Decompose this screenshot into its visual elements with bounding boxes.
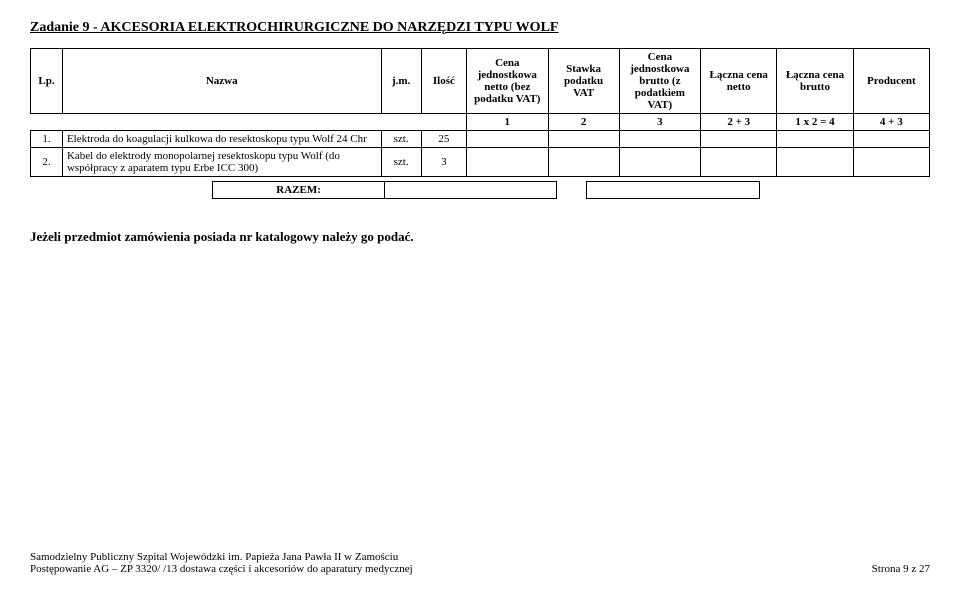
th-laczna-brutto: Łączna cena brutto: [777, 49, 853, 114]
cell-nazwa: Kabel do elektrody monopolarnej resektos…: [62, 148, 381, 177]
header-row: Lp. Nazwa j.m. Ilość Cena jednostkowa ne…: [31, 49, 930, 114]
cell-lbrutto: [777, 131, 853, 148]
formula-c2: 2: [548, 114, 619, 131]
task-title: Zadanie 9 - AKCESORIA ELEKTROCHIRURGICZN…: [30, 20, 930, 36]
footer-right: Strona 9 z 27: [872, 563, 930, 575]
formula-c1: 1: [467, 114, 548, 131]
razem-brutto: [587, 182, 759, 199]
th-lp: Lp.: [31, 49, 63, 114]
razem-label: RAZEM:: [213, 182, 385, 199]
spec-table: Lp. Nazwa j.m. Ilość Cena jednostkowa ne…: [30, 48, 930, 177]
catalog-note: Jeżeli przedmiot zamówienia posiada nr k…: [30, 229, 930, 245]
cell-prod: [853, 148, 929, 177]
cell-lnetto: [701, 131, 777, 148]
formula-row: 1 2 3 2 + 3 1 x 2 = 4 4 + 3: [31, 114, 930, 131]
cell-lbrutto: [777, 148, 853, 177]
cell-nazwa: Elektroda do koagulacji kulkowa do resek…: [62, 131, 381, 148]
table-row: 2. Kabel do elektrody monopolarnej resek…: [31, 148, 930, 177]
th-nazwa: Nazwa: [62, 49, 381, 114]
cell-ilosc: 25: [421, 131, 466, 148]
cell-cbrutto: [619, 148, 700, 177]
table-row: 1. Elektroda do koagulacji kulkowa do re…: [31, 131, 930, 148]
footer-line1: Samodzielny Publiczny Szpital Wojewódzki…: [30, 551, 930, 563]
cell-stawka: [548, 131, 619, 148]
th-stawka: Stawka podatku VAT: [548, 49, 619, 114]
footer-left: Postępowanie AG – ZP 3320/ /13 dostawa c…: [30, 563, 413, 575]
th-laczna-netto: Łączna cena netto: [701, 49, 777, 114]
cell-lp: 1.: [31, 131, 63, 148]
razem-wrap: RAZEM:: [30, 181, 930, 199]
cell-jm: szt.: [381, 131, 421, 148]
cell-lp: 2.: [31, 148, 63, 177]
razem-table: RAZEM:: [30, 181, 930, 199]
th-jm: j.m.: [381, 49, 421, 114]
cell-lnetto: [701, 148, 777, 177]
th-cena-brutto: Cena jednostkowa brutto (z podatkiem VAT…: [619, 49, 700, 114]
formula-c5: 1 x 2 = 4: [777, 114, 853, 131]
th-ilosc: Ilość: [421, 49, 466, 114]
footer: Samodzielny Publiczny Szpital Wojewódzki…: [30, 551, 930, 575]
th-producent: Producent: [853, 49, 929, 114]
formula-c6: 4 + 3: [853, 114, 929, 131]
cell-cnet: [467, 148, 548, 177]
formula-c3: 3: [619, 114, 700, 131]
cell-prod: [853, 131, 929, 148]
formula-c4: 2 + 3: [701, 114, 777, 131]
cell-jm: szt.: [381, 148, 421, 177]
cell-cnet: [467, 131, 548, 148]
cell-ilosc: 3: [421, 148, 466, 177]
th-cena-netto: Cena jednostkowa netto (bez podatku VAT): [467, 49, 548, 114]
cell-stawka: [548, 148, 619, 177]
razem-netto: [385, 182, 557, 199]
cell-cbrutto: [619, 131, 700, 148]
